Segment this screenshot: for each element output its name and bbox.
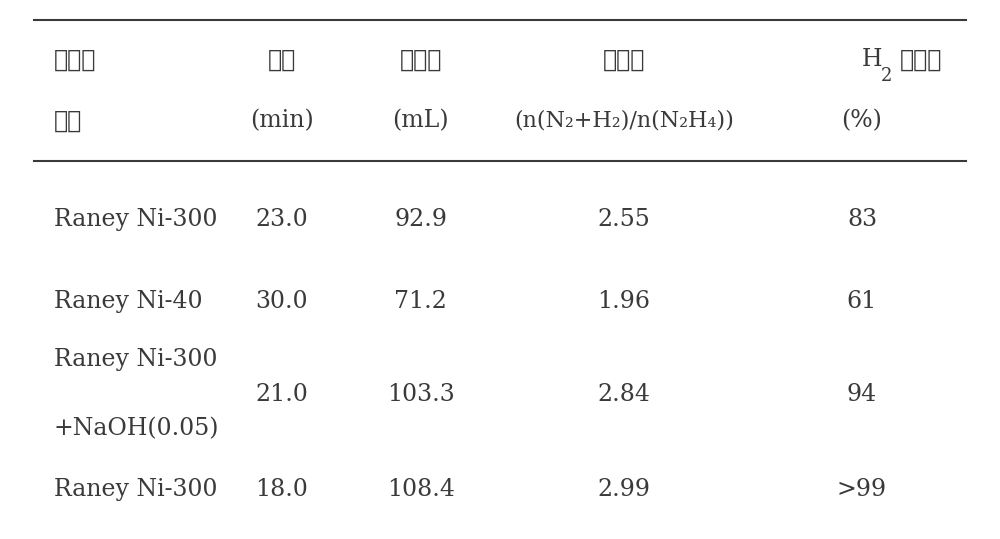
Text: 1.96: 1.96 <box>597 290 650 313</box>
Text: (min): (min) <box>250 109 314 133</box>
Text: (%): (%) <box>842 109 882 133</box>
Text: 2: 2 <box>881 67 892 85</box>
Text: Raney Ni-40: Raney Ni-40 <box>54 290 202 313</box>
Text: H: H <box>862 49 882 71</box>
Text: 2.55: 2.55 <box>598 208 650 231</box>
Text: 体积比: 体积比 <box>603 49 645 71</box>
Text: (n(N₂+H₂)/n(N₂H₄)): (n(N₂+H₂)/n(N₂H₄)) <box>514 110 734 132</box>
Text: 21.0: 21.0 <box>255 383 308 406</box>
Text: 2.84: 2.84 <box>597 383 650 406</box>
Text: 83: 83 <box>847 208 877 231</box>
Text: >99: >99 <box>837 478 887 501</box>
Text: 组成: 组成 <box>54 109 82 133</box>
Text: Raney Ni-300: Raney Ni-300 <box>54 478 217 501</box>
Text: 18.0: 18.0 <box>255 478 308 501</box>
Text: +NaOH(0.05): +NaOH(0.05) <box>54 417 219 440</box>
Text: 产气量: 产气量 <box>399 49 442 71</box>
Text: 71.2: 71.2 <box>394 290 447 313</box>
Text: Raney Ni-300: Raney Ni-300 <box>54 208 217 231</box>
Text: 108.4: 108.4 <box>387 478 455 501</box>
Text: 94: 94 <box>847 383 877 406</box>
Text: (mL): (mL) <box>392 109 449 133</box>
Text: 时间: 时间 <box>268 49 296 71</box>
Text: 103.3: 103.3 <box>387 383 455 406</box>
Text: 选择性: 选择性 <box>900 49 942 71</box>
Text: 92.9: 92.9 <box>394 208 447 231</box>
Text: 催化剂: 催化剂 <box>54 49 96 71</box>
Text: 2.99: 2.99 <box>597 478 650 501</box>
Text: 61: 61 <box>847 290 877 313</box>
Text: 30.0: 30.0 <box>256 290 308 313</box>
Text: 23.0: 23.0 <box>255 208 308 231</box>
Text: Raney Ni-300: Raney Ni-300 <box>54 348 217 371</box>
